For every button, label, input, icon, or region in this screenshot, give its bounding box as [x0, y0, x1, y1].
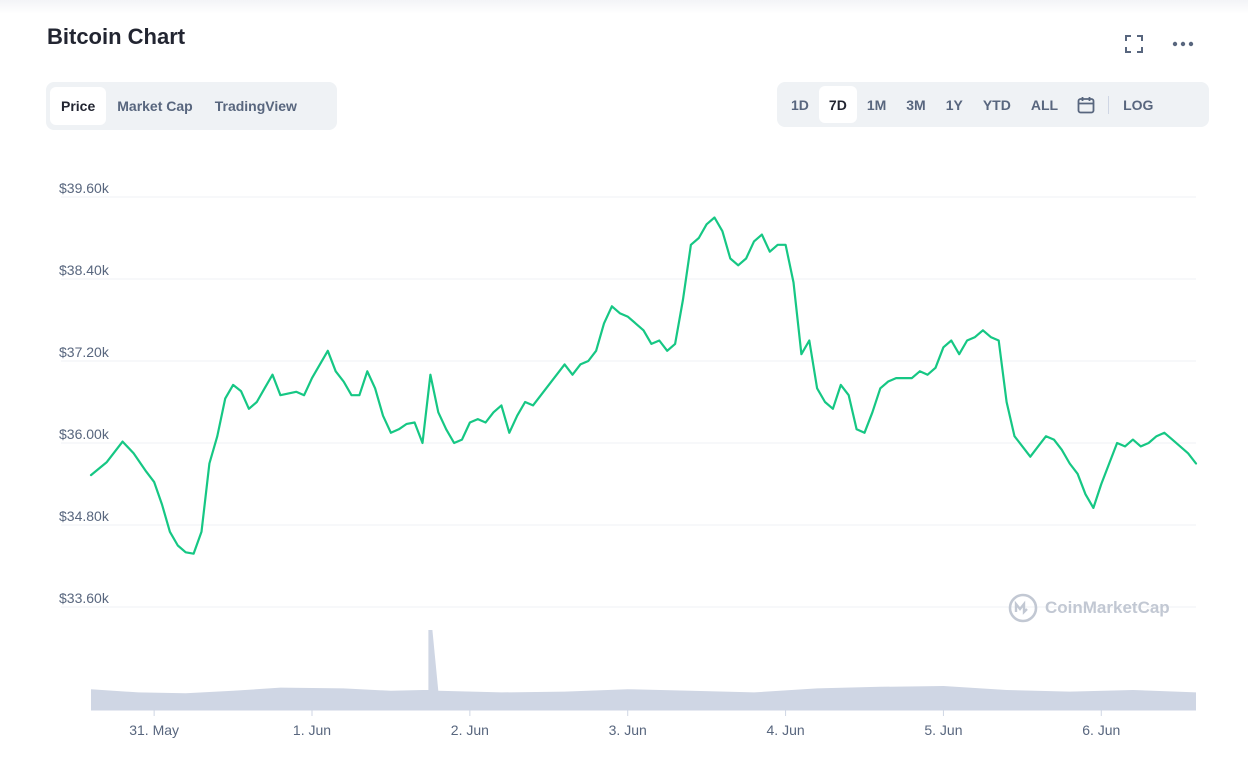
- x-tick-label: 5. Jun: [924, 722, 962, 738]
- x-tick-label: 1. Jun: [293, 722, 331, 738]
- y-tick-label: $37.20k: [59, 344, 110, 360]
- range-divider: [1108, 95, 1110, 114]
- y-tick-label: $38.40k: [59, 262, 110, 278]
- more-icon: [1172, 41, 1194, 47]
- x-axis: 31. May 1. Jun 2. Jun 3. Jun 4. Jun 5. Jun 6. …: [91, 709, 1196, 738]
- x-tick-label: 3. Jun: [609, 722, 647, 738]
- top-shadow: [0, 0, 1248, 14]
- x-tick-label: 4. Jun: [767, 722, 805, 738]
- price-line: [89, 216, 1198, 555]
- range-3m[interactable]: 3M: [906, 96, 926, 113]
- y-tick-label: $33.60k: [59, 590, 110, 606]
- log-scale-toggle[interactable]: LOG: [1123, 96, 1154, 113]
- date-range-button[interactable]: [1068, 86, 1104, 123]
- fullscreen-button[interactable]: [1120, 30, 1148, 58]
- y-tick-label: $34.80k: [59, 508, 110, 524]
- range-7d[interactable]: 7D: [818, 86, 857, 123]
- range-1d[interactable]: 1D: [791, 96, 809, 113]
- watermark-text: CoinMarketCap: [1045, 598, 1170, 617]
- y-axis: $39.60k $38.40k $37.20k $36.00k $34.80k $33.6…: [59, 180, 110, 606]
- watermark: CoinMarketCap: [1008, 593, 1170, 623]
- y-tick-label: $39.60k: [59, 180, 110, 196]
- x-tick-label: 6. Jun: [1082, 722, 1120, 738]
- more-button[interactable]: [1169, 30, 1197, 58]
- grid-lines: [61, 196, 1196, 608]
- volume-area: [91, 630, 1196, 710]
- x-tick-label: 31. May: [129, 722, 179, 738]
- range-all[interactable]: ALL: [1030, 96, 1059, 113]
- chart-type-tabs: Price Market Cap TradingView: [46, 82, 337, 130]
- range-ytd[interactable]: YTD: [982, 96, 1011, 113]
- range-1m[interactable]: 1M: [866, 96, 887, 113]
- tab-price[interactable]: Price: [50, 87, 107, 125]
- x-tick-label: 2. Jun: [451, 722, 489, 738]
- price-series-line: [89, 216, 1198, 555]
- fullscreen-icon: [1125, 35, 1143, 53]
- range-1y[interactable]: 1Y: [945, 96, 963, 113]
- coinmarketcap-logo-icon: [1008, 593, 1038, 623]
- range-selector: 1D 7D 1M 3M 1Y YTD ALL LOG: [777, 82, 1209, 127]
- tab-tradingview[interactable]: TradingView: [214, 98, 297, 114]
- volume-bars: [91, 630, 1196, 710]
- page-title: Bitcoin Chart: [47, 24, 186, 49]
- tab-market-cap[interactable]: Market Cap: [117, 98, 193, 114]
- calendar-icon: [1077, 96, 1095, 113]
- y-tick-label: $36.00k: [59, 426, 110, 442]
